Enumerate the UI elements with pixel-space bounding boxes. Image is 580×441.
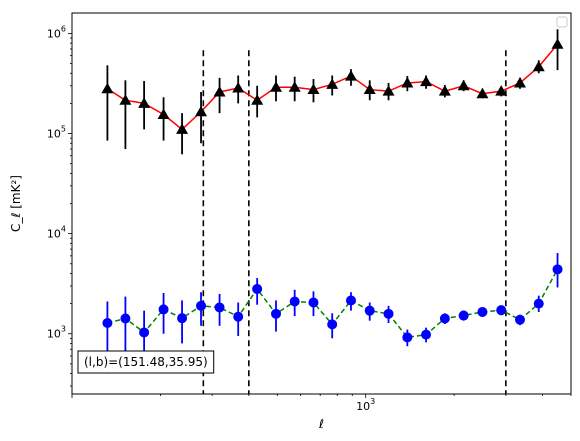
legend-box bbox=[556, 16, 568, 28]
triangle-point bbox=[232, 82, 245, 93]
triangle-point bbox=[401, 76, 414, 88]
annotation-text: (l,b)=(151.48,35.95) bbox=[84, 355, 208, 369]
y-axis-label: C_ℓ [mK²] bbox=[9, 175, 23, 232]
circle-point bbox=[252, 283, 263, 294]
plot-frame bbox=[71, 12, 572, 395]
triangle-point bbox=[101, 82, 114, 94]
x-axis-label: ℓ bbox=[318, 417, 324, 431]
circle-point bbox=[177, 313, 188, 324]
circle-point bbox=[402, 332, 413, 343]
vertical-lines bbox=[202, 50, 507, 394]
circle-point bbox=[214, 302, 225, 313]
triangle-point bbox=[476, 87, 489, 99]
circle-point bbox=[158, 304, 169, 315]
circle-point bbox=[477, 306, 488, 317]
series-layer bbox=[101, 29, 564, 374]
triangle-point bbox=[307, 83, 320, 95]
circle-point bbox=[552, 264, 563, 275]
circle-point bbox=[289, 296, 300, 307]
annotation-box: (l,b)=(151.48,35.95) bbox=[77, 350, 215, 374]
circle-point bbox=[458, 310, 469, 321]
triangle-point bbox=[363, 83, 376, 95]
triangle-point bbox=[513, 76, 526, 88]
circle-point bbox=[271, 308, 282, 319]
circle-series bbox=[102, 253, 563, 374]
circle-point bbox=[327, 319, 338, 330]
circle-point bbox=[308, 297, 319, 308]
triangle-point bbox=[176, 123, 189, 134]
y-tick-label: 103 bbox=[47, 325, 66, 341]
triangle-point bbox=[326, 78, 339, 89]
circle-point bbox=[345, 295, 356, 306]
circle-point bbox=[364, 305, 375, 316]
triangle-point bbox=[495, 85, 508, 96]
triangle-point bbox=[157, 108, 170, 119]
plot-area bbox=[72, 13, 571, 394]
triangle-point bbox=[420, 75, 433, 87]
circle-point bbox=[383, 308, 394, 319]
triangle-point bbox=[270, 81, 283, 92]
circle-point bbox=[421, 329, 432, 340]
triangle-point bbox=[344, 70, 357, 81]
triangle-point bbox=[213, 85, 226, 97]
triangle-point bbox=[532, 60, 545, 72]
triangle-point bbox=[251, 94, 264, 105]
circle-point bbox=[514, 314, 525, 325]
triangle-point bbox=[195, 105, 208, 117]
circle-point bbox=[533, 298, 544, 309]
triangle-point bbox=[438, 85, 451, 96]
x-tick-label: 103 bbox=[356, 397, 375, 413]
triangle-point bbox=[288, 81, 301, 92]
circle-point bbox=[102, 318, 113, 329]
circle-point bbox=[120, 313, 131, 324]
y-tick-label: 106 bbox=[47, 24, 66, 40]
triangle-series bbox=[101, 29, 564, 155]
triangle-point bbox=[457, 79, 470, 91]
circle-point bbox=[196, 300, 207, 311]
circle-point bbox=[496, 305, 507, 316]
circle-point bbox=[233, 311, 244, 322]
circle-point bbox=[139, 327, 150, 338]
y-tick-label: 105 bbox=[47, 125, 66, 141]
triangle-point bbox=[382, 85, 395, 96]
circle-point bbox=[439, 313, 450, 324]
triangle-point bbox=[551, 38, 564, 49]
triangle-point bbox=[138, 97, 151, 108]
y-tick-label: 104 bbox=[47, 225, 66, 241]
triangle-point bbox=[119, 94, 132, 105]
